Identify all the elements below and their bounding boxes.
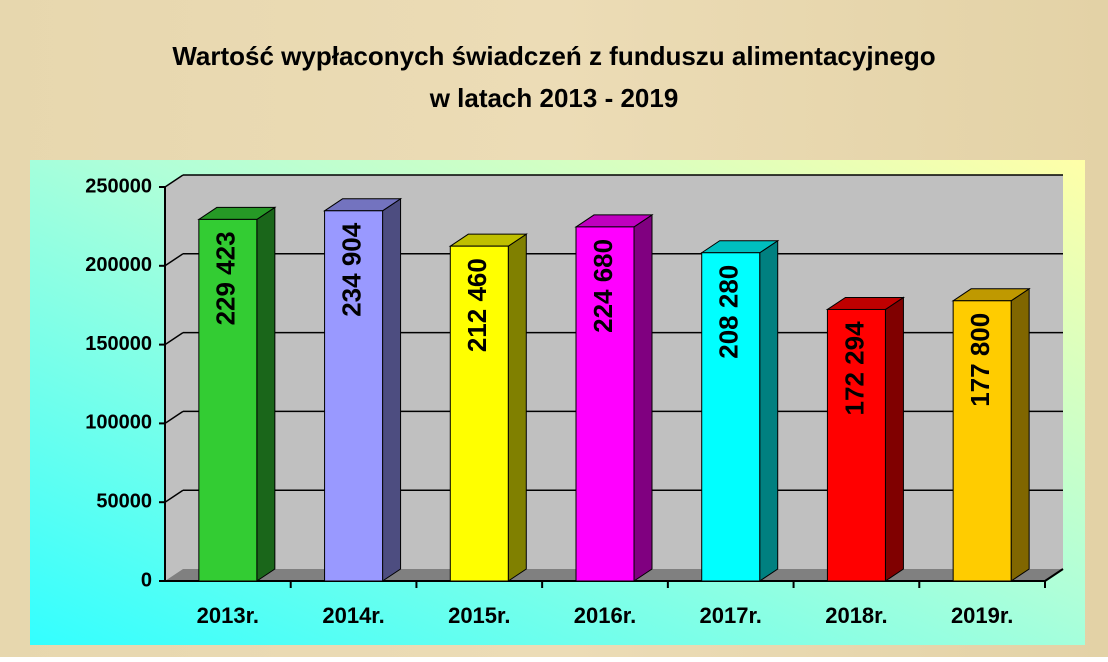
- bar-side: [382, 197, 402, 582]
- value-label: 177 800: [965, 313, 995, 407]
- chart-subtitle: w latach 2013 - 2019: [429, 83, 679, 113]
- y-tick-label: 150000: [85, 333, 152, 355]
- bar-side: [1010, 287, 1030, 582]
- bar: [198, 218, 258, 582]
- value-label: 212 460: [462, 258, 492, 352]
- bar: [952, 300, 1012, 582]
- grid-line: [164, 410, 184, 425]
- grid-line: [164, 174, 184, 188]
- value-label: 229 423: [211, 231, 241, 325]
- x-tick-label: 2014r.: [322, 603, 384, 628]
- bar: [826, 308, 886, 582]
- x-tick-label: 2017r.: [700, 603, 762, 628]
- bar-side: [507, 233, 527, 582]
- bar: [324, 210, 384, 582]
- chart-title: Wartość wypłaconych świadczeń z funduszu…: [172, 41, 935, 71]
- grid-line: [164, 253, 184, 267]
- x-tick-label: 2018r.: [825, 603, 887, 628]
- bar-side: [884, 296, 904, 582]
- value-label: 208 280: [714, 265, 744, 359]
- x-tick-label: 2019r.: [951, 603, 1013, 628]
- value-label: 224 680: [588, 239, 618, 333]
- value-label: 172 294: [839, 321, 869, 416]
- y-tick-label: 250000: [85, 175, 152, 197]
- y-tick-label: 50000: [96, 490, 152, 512]
- y-tick-label: 200000: [85, 254, 152, 276]
- value-label: 234 904: [336, 222, 366, 317]
- x-tick-label: 2016r.: [574, 603, 636, 628]
- y-tick-label: 0: [141, 569, 152, 591]
- grid-line: [164, 331, 184, 346]
- y-tick-label: 100000: [85, 412, 152, 434]
- bar-side: [759, 239, 779, 582]
- grid-line: [164, 489, 184, 503]
- x-axis-end: [1044, 568, 1064, 582]
- bar-side: [633, 213, 653, 582]
- bar: [575, 226, 635, 582]
- bar-side: [256, 206, 276, 582]
- x-tick-label: 2015r.: [448, 603, 510, 628]
- x-tick-label: 2013r.: [197, 603, 259, 628]
- bar: [701, 252, 761, 582]
- bar: [449, 245, 509, 582]
